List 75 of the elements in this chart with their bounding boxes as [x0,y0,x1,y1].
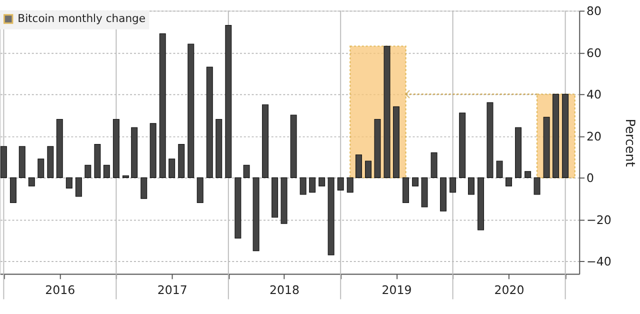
legend-label: Bitcoin monthly change [18,12,146,25]
bar [225,25,232,178]
bar [300,177,306,195]
bar [243,164,250,178]
bar [196,177,204,204]
bar [412,177,419,186]
x-tick-label: 2020 [494,282,524,297]
bar [188,44,194,178]
bar [28,177,35,186]
bar [150,123,156,178]
x-tick-label: 2018 [270,282,300,297]
bar [430,152,438,178]
bar [290,114,297,178]
bar [75,177,82,197]
bar [18,146,26,178]
bar [496,160,503,178]
bar [384,46,390,178]
bar [393,106,400,178]
bar [309,177,316,193]
bar [10,177,16,204]
bar [234,177,242,239]
y-axis-title: Percent [622,118,638,167]
bar [252,177,260,252]
bar [374,118,381,178]
bar [450,177,456,193]
y-tick-label: 0 [586,171,594,186]
bar [103,164,110,178]
bar [365,160,372,178]
bar [47,146,54,178]
bar [421,177,428,208]
bar [534,177,540,195]
bar [552,94,560,178]
bar [159,33,166,178]
bar [66,177,72,188]
bar [515,127,522,178]
y-tick-label: 40 [586,88,602,102]
bar [122,175,129,178]
bar [216,118,222,178]
x-tick-label: 2019 [382,282,412,297]
bar [178,144,185,178]
bar [140,177,148,199]
bar [562,94,569,178]
y-tick-label: 20 [586,129,602,144]
bar [440,177,447,212]
bar [506,177,512,186]
bar [318,177,326,186]
y-tick-label: 60 [586,46,602,60]
bar [38,158,44,178]
bar [262,104,269,178]
bar [84,164,92,178]
bar [112,118,120,178]
x-tick-label: 2017 [157,282,188,297]
x-tick-label: 2016 [45,282,76,297]
bar [543,116,550,178]
y-tick-label: 80 [586,4,602,18]
bar [328,177,334,256]
bar [346,177,354,193]
bar [0,146,7,178]
bar [337,177,344,191]
bar [94,144,101,178]
bar [459,112,466,178]
bar [402,177,410,204]
bar [56,118,63,178]
bar [168,158,176,178]
bar [524,171,532,178]
y-tick-label: −40 [586,254,612,269]
y-tick-label: −20 [586,212,612,227]
bar [355,154,362,178]
bar [272,177,278,218]
bar [280,177,288,224]
bar [206,66,213,178]
bar [468,177,474,195]
bar [486,102,494,178]
bar [478,177,484,230]
bar [131,127,138,178]
